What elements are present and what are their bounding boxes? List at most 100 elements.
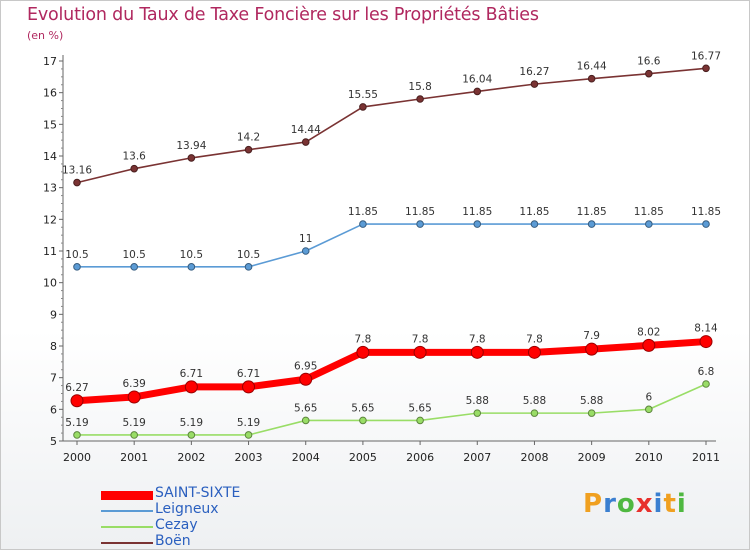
data-label: 11 [299,233,312,245]
legend-label: Boën [155,533,191,549]
data-label: 6.39 [122,378,145,390]
y-tick-label: 14 [43,150,57,163]
data-label: 5.88 [466,395,489,407]
data-point [473,409,482,417]
data-point [702,220,710,228]
data-point [585,342,599,356]
data-point [587,74,596,83]
series-line [76,67,707,184]
data-label: 10.5 [237,249,260,261]
x-tick-label: 2002 [177,451,205,464]
data-point [416,220,424,228]
data-label: 5.65 [351,402,374,414]
data-label: 5.88 [523,395,546,407]
data-label: 11.85 [348,206,378,218]
data-point [359,416,367,425]
data-label: 11.85 [462,206,492,218]
data-point [130,263,138,271]
y-tick-label: 17 [43,55,57,68]
data-point [301,138,310,146]
data-label: 5.65 [294,402,317,414]
data-point [527,345,541,359]
data-label: 16.77 [691,50,721,62]
data-point [645,69,653,78]
data-label: 5.19 [180,417,203,429]
data-label: 7.8 [526,333,543,345]
data-label: 10.5 [122,249,145,261]
x-tick-label: 2000 [63,451,91,464]
y-tick-label: 6 [50,403,57,416]
series-leigneux: 10.5 10.5 10.5 10.5 11 11.85 11.85 11.85 11.85 11… [65,206,721,271]
x-tick-label: 2004 [292,451,320,464]
data-point [702,64,710,73]
data-point [645,405,653,414]
series-line [76,383,707,436]
data-point [416,95,424,103]
chart-unit: (en %) [27,29,64,42]
data-label: 5.65 [408,402,431,414]
x-tick-label: 2006 [406,451,434,464]
data-label: 6 [645,391,652,403]
x-tick-label: 2011 [692,451,720,464]
x-tick-label: 2008 [520,451,548,464]
data-point [73,178,81,187]
data-point [530,80,539,88]
data-label: 11.85 [577,206,607,218]
data-label: 8.02 [637,326,660,338]
chart-title: Evolution du Taux de Taxe Foncière sur l… [27,5,539,25]
data-label: 13.94 [176,140,206,152]
data-label: 13.16 [62,165,92,177]
x-tick-label: 2007 [463,451,491,464]
data-label: 7.8 [469,333,486,345]
y-tick-label: 8 [50,340,57,353]
data-point [416,416,424,425]
data-point [130,164,138,173]
data-label: 10.5 [65,249,88,261]
data-label: 8.14 [694,323,718,335]
x-tick-label: 2010 [635,451,663,464]
data-point [244,263,253,271]
data-label: 13.6 [122,151,146,163]
y-tick-label: 7 [50,372,57,385]
data-point [356,345,370,359]
data-point [530,220,539,228]
y-tick-label: 9 [50,308,57,321]
data-label: 11.85 [634,206,664,218]
data-point [244,145,253,154]
data-label: 11.85 [519,206,549,218]
data-label: 7.8 [412,333,429,345]
data-point [359,220,367,228]
data-label: 5.19 [65,417,88,429]
data-point [70,394,84,408]
data-label: 5.19 [237,417,260,429]
legend-swatch [101,490,153,500]
data-point [645,220,653,228]
data-point [359,103,367,111]
data-label: 11.85 [691,206,721,218]
data-point [244,431,253,439]
data-point [127,390,141,404]
x-tick-label: 2009 [578,451,606,464]
legend-label: Cezay [155,517,198,533]
data-label: 16.6 [637,56,661,68]
data-point [699,335,713,349]
data-point [587,220,596,228]
data-label: 16.44 [577,61,607,73]
data-point [73,263,81,271]
legend-label: Leigneux [155,501,219,517]
x-tick-label: 2001 [120,451,148,464]
data-point [702,380,710,388]
data-label: 10.5 [180,249,203,261]
data-label: 14.44 [291,124,321,136]
data-label: 16.27 [519,66,549,78]
y-tick-label: 11 [43,245,57,258]
data-point [642,338,656,352]
data-point [187,154,196,162]
data-point [130,431,138,439]
data-point [242,380,256,394]
proxiti-logo: Proxiti [583,489,687,519]
y-tick-label: 16 [43,87,57,100]
series-saint-sixte: 6.27 6.39 6.71 6.71 6.95 7.8 7.8 7.8 7.8 7.9 8.02 8… [65,323,718,408]
